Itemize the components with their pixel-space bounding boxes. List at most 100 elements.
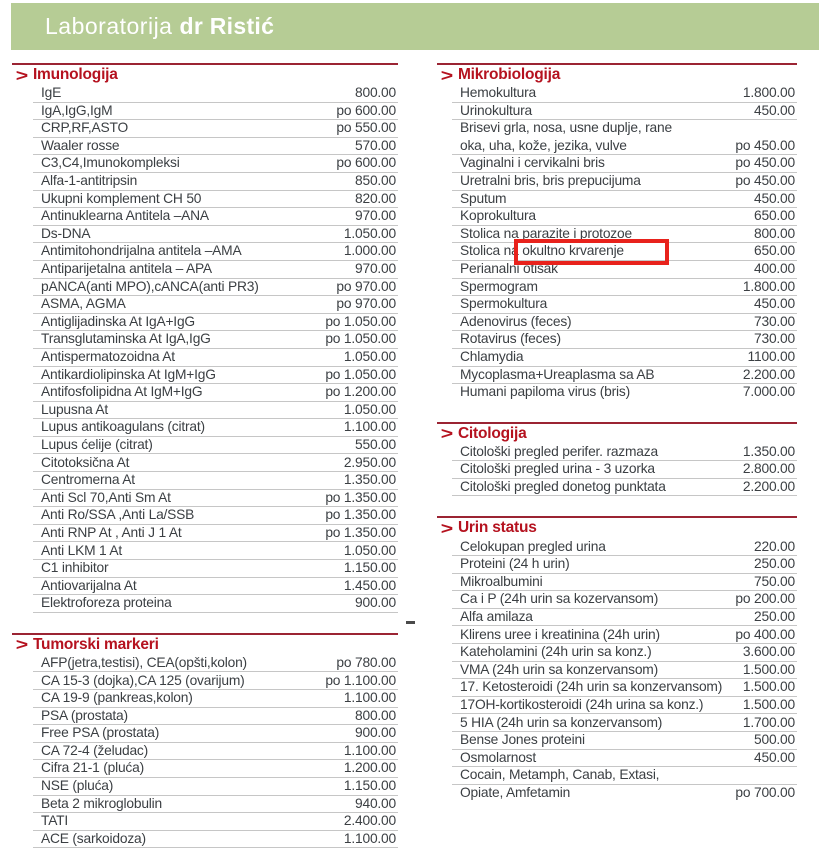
price-row: Spermokultura 450.00	[452, 296, 797, 314]
section-arrow-icon: >	[440, 518, 454, 538]
left-column: > Imunologija IgE 800.00 IgA,IgG,IgM po 600.0…	[12, 63, 398, 849]
item-price: 1100.00	[747, 349, 796, 364]
item-price: po 550.00	[336, 120, 396, 136]
item-price: 1.100.00	[343, 742, 396, 758]
item-name: Adenovirus (feces)	[460, 313, 572, 329]
item-name: Lupus antikoagulans (citrat)	[41, 419, 205, 435]
section-header: > Imunologija	[12, 65, 398, 85]
section-header: > Urin status	[437, 518, 797, 538]
price-row: Lupus ćelije (citrat) 550.00	[33, 437, 398, 455]
price-row: Stolica na parazite i protozoe 800.00	[452, 226, 797, 244]
price-row: Proteini (24 h urin) 250.00	[452, 556, 797, 574]
section-tumorski-markeri: > Tumorski markeri AFP(jetra,testisi), CEA…	[12, 632, 398, 849]
price-row: Celokupan pregled urina 220.00	[452, 538, 797, 557]
price-row: C3,C4,Imunokompleksi po 600.00	[33, 155, 398, 173]
section-arrow-icon: >	[15, 635, 29, 655]
item-name: Mycoplasma+Ureaplasma sa AB	[460, 366, 655, 382]
item-name: CRP,RF,ASTO	[41, 120, 128, 136]
item-price: po 1.050.00	[325, 313, 396, 329]
section-title: Citologija	[457, 424, 527, 442]
item-price: 1.000.00	[343, 243, 396, 259]
item-name: Alfa amilaza	[460, 608, 533, 624]
price-row: Lupus antikoagulans (citrat) 1.100.00	[33, 419, 398, 437]
item-price: po 1.350.00	[325, 489, 396, 505]
price-row: Cocain, Metamph, Canab, Extasi,	[452, 767, 797, 785]
section-rows: AFP(jetra,testisi), CEA(opšti,kolon) po 7…	[33, 655, 398, 849]
item-name: Celokupan pregled urina	[460, 538, 606, 554]
price-row: Mikroalbumini 750.00	[452, 574, 797, 592]
item-price: 570.00	[355, 137, 396, 153]
item-name: Klirens uree i kreatinina (24h urin)	[460, 626, 660, 642]
item-price: 250.00	[754, 556, 795, 572]
section-title: Imunologija	[32, 66, 118, 83]
price-row: Transglutaminska At IgA,IgG po 1.050.00	[33, 331, 398, 349]
price-row: Sputum 450.00	[452, 191, 797, 209]
item-price: 1.500.00	[742, 661, 795, 677]
price-row: Osmolarnost 450.00	[452, 750, 797, 768]
item-name: Opiate, Amfetamin	[460, 784, 571, 800]
item-name: Brisevi grla, nosa, usne duplje, rane	[460, 120, 672, 136]
price-row: Antimitohondrijalna antitela –AMA 1.000.0…	[33, 243, 398, 261]
item-price: 550.00	[355, 436, 396, 452]
item-price: 1.500.00	[742, 696, 795, 712]
price-row: Antinuklearna Antitela –ANA 970.00	[33, 208, 398, 226]
item-price: 2.200.00	[742, 366, 795, 382]
price-row: Ukupni komplement CH 50 820.00	[33, 191, 398, 209]
price-row: NSE (pluća) 1.150.00	[33, 778, 398, 796]
item-price: 1.500.00	[742, 679, 795, 695]
price-row: Uretralni bris, bris prepucijuma po 450.0…	[452, 173, 797, 191]
item-name: IgA,IgG,IgM	[41, 102, 113, 118]
price-row: 17OH-kortikosteroidi (24h urina sa konz.…	[452, 697, 797, 715]
item-name: 5 HIA (24h urin sa konzervansom)	[460, 714, 663, 730]
price-row: Citološki pregled perifer. razmaza 1.350.…	[452, 444, 797, 462]
item-price: po 700.00	[735, 784, 795, 800]
price-row: Ca i P (24h urin sa kozervansom) po 200.0…	[452, 591, 797, 609]
item-name: Antispermatozoidna At	[41, 349, 175, 364]
price-row: Mycoplasma+Ureaplasma sa AB 2.200.00	[452, 367, 797, 385]
price-row: Cifra 21-1 (pluća) 1.200.00	[33, 760, 398, 778]
price-row: 5 HIA (24h urin sa konzervansom) 1.700.00	[452, 714, 797, 732]
price-row: Antiovarijalna At 1.450.00	[33, 578, 398, 596]
item-name: C1 inhibitor	[41, 560, 109, 576]
item-price: po 600.00	[336, 155, 396, 171]
item-name: Antikardiolipinska At IgM+IgG	[41, 366, 216, 382]
item-price: 1.050.00	[343, 401, 396, 417]
item-name: Citološki pregled donetog punktata	[460, 478, 666, 494]
item-name: Uretralni bris, bris prepucijuma	[460, 173, 641, 189]
section-arrow-icon: >	[15, 65, 29, 85]
item-name: PSA (prostata)	[41, 707, 128, 723]
item-name: Alfa-1-antitripsin	[41, 173, 138, 189]
section-header: > Tumorski markeri	[12, 635, 398, 655]
item-price: 250.00	[754, 608, 795, 624]
price-row: Anti RNP At , Anti J 1 At po 1.350.00	[33, 525, 398, 543]
item-price: 650.00	[754, 208, 795, 224]
item-price: 2.200.00	[742, 478, 795, 494]
item-price: po 450.00	[735, 173, 795, 189]
item-name: Hemokultura	[460, 85, 537, 101]
item-price: 1.150.00	[343, 560, 396, 576]
highlighted-item-text: okultno krvarenje	[522, 243, 624, 259]
section-arrow-icon: >	[440, 424, 454, 444]
section-title: Urin status	[457, 519, 537, 537]
price-row: IgE 800.00	[33, 85, 398, 103]
item-name: AFP(jetra,testisi), CEA(opšti,kolon)	[41, 654, 247, 670]
item-name: Citološki pregled urina - 3 uzorka	[460, 461, 655, 477]
header-bar: Laboratorija dr Ristić	[11, 3, 819, 50]
brand-name-bold: dr Ristić	[179, 13, 275, 39]
price-row: Antispermatozoidna At 1.050.00	[33, 349, 398, 367]
item-name: Cocain, Metamph, Canab, Extasi,	[460, 767, 660, 783]
item-name: Mikroalbumini	[460, 573, 543, 589]
section-title: Mikrobiologija	[457, 66, 561, 83]
item-price: 400.00	[754, 261, 795, 277]
item-name: Stolica na parazite i protozoe	[460, 225, 632, 241]
item-price: 1.050.00	[343, 542, 396, 558]
item-name: Chlamydia	[460, 349, 524, 364]
item-name: IgE	[41, 85, 62, 101]
section-rows: Citološki pregled perifer. razmaza 1.350.…	[452, 444, 797, 497]
price-row: Chlamydia 1100.00	[452, 349, 797, 367]
item-price: 850.00	[355, 173, 396, 189]
item-name: Anti LKM 1 At	[41, 542, 122, 558]
item-name: CA 19-9 (pankreas,kolon)	[41, 690, 193, 706]
item-price: po 1.050.00	[325, 331, 396, 347]
item-price: 1.050.00	[343, 349, 396, 364]
